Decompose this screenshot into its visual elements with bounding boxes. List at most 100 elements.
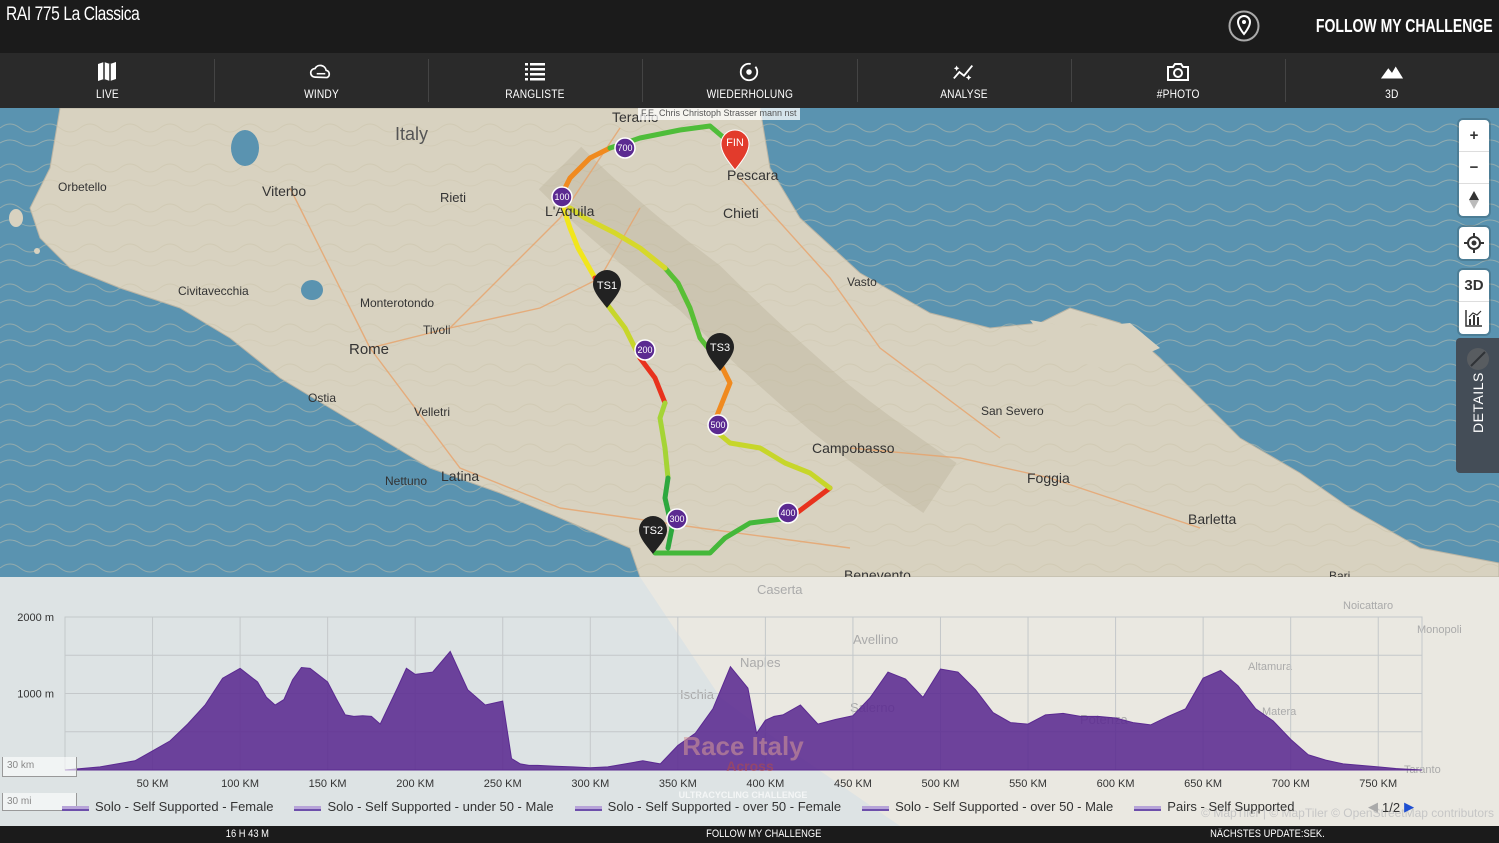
location-pin-icon [1228,10,1260,42]
x-axis: 50 KM 100 KM 150 KM 200 KM 250 KM 300 KM 350 K… [137,778,1398,790]
pager-label: 1/2 [1382,799,1401,815]
y-tick-label: 2000 m [17,612,54,624]
zoom-out-button[interactable]: − [1459,152,1489,184]
legend-swatch [62,806,89,811]
y-axis: 2000 m 1000 m [17,612,54,701]
place-label: San Severo [981,404,1044,418]
elevation-area[interactable] [64,650,1423,771]
legend-item[interactable]: Pairs - Self Supported [1134,799,1294,814]
zoom-in-button[interactable]: + [1459,120,1489,152]
place-label: Velletri [414,405,450,419]
km-marker-label: 200 [637,345,652,355]
km-marker-200[interactable]: 200 [634,339,656,361]
basemap[interactable]: Teramo Italy Pescara Orbetello Viterbo R… [0,108,1499,577]
nav-3d-label: 3D [1385,87,1399,101]
status-bar: 16 H 43 M FOLLOW MY CHALLENGE NÄCHSTES U… [0,826,1499,843]
ts3-pin[interactable]: TS3 [706,333,734,371]
nav-wiederholung[interactable]: WIEDERHOLUNG [642,53,856,108]
x-tick-label: 650 KM [1184,778,1222,790]
land-texture [0,108,1499,577]
nav-analyse[interactable]: ANALYSE [856,53,1071,108]
apennine-shade [538,146,957,513]
place-label: Rome [349,341,389,358]
brand-logo[interactable]: FOLLOW MY CHALLENGE [1228,10,1493,42]
road-network [289,127,1201,549]
watermark: Race Italy Across ULTRACYCLING CHALLENGE [679,731,808,800]
place-label: L'Aquila [545,203,595,219]
bg-place-label: Naples [740,655,781,670]
place-label: Latina [441,468,479,484]
nav-rangliste[interactable]: RANGLISTE [428,53,642,108]
nav-rangliste-label: RANGLISTE [505,87,566,101]
km-marker-label: 400 [780,508,795,518]
pager-next-icon[interactable]: ▶ [1404,799,1415,814]
place-label: Viterbo [262,183,306,199]
place-label: Foggia [1027,470,1070,486]
nav-photo[interactable]: #PHOTO [1070,53,1285,108]
legend-item[interactable]: Solo - Self Supported - Female [62,799,273,814]
km-marker-500[interactable]: 500 [707,414,729,436]
rider-labels: F.E. Chris Christoph Strasser mann nst [638,108,800,120]
watermark-line1: Race Italy [682,731,804,761]
km-marker-100[interactable]: 100 [551,186,573,208]
page-title: RAI 775 La Classica [6,4,140,25]
nav-windy[interactable]: WINDY [214,53,428,108]
legend-swatch [1134,806,1162,811]
details-panel-toggle[interactable]: DETAILS [1456,338,1499,473]
elapsed-time: 16 H 43 M [225,828,269,840]
pager-prev-icon[interactable]: ◀ [1368,799,1378,814]
elevation-chart[interactable]: CasertaAvellinoNaplesSalernoIschiaPotenz… [0,577,1499,826]
map-attribution: © MapTiler | © MapTiler © OpenStreetMap … [1201,806,1494,820]
legend-item[interactable]: Solo - Self Supported - over 50 - Female [574,799,841,814]
y-tick-label: 1000 m [17,689,54,701]
x-tick-label: 50 KM [137,778,169,790]
watermark-line3: ULTRACYCLING CHALLENGE [679,790,808,800]
compass-button[interactable] [1459,184,1489,216]
locate-control [1459,227,1489,259]
nav-live[interactable]: LIVE [0,53,214,108]
place-label: Campobasso [812,440,895,456]
bg-place-label: Monopoli [1417,624,1462,636]
bg-place-label: Matera [1262,706,1297,718]
bg-place-label: Noicattaro [1343,600,1393,612]
legend-item[interactable]: Solo - Self Supported - over 50 - Male [862,799,1113,814]
place-label: Benevento [844,567,911,577]
x-tick-label: 600 KM [1097,778,1135,790]
finish-label: FIN [726,137,744,149]
x-tick-label: 100 KM [221,778,259,790]
elevation-series [64,650,1423,771]
ts-label: TS1 [597,280,617,292]
place-label: Civitavecchia [178,284,249,298]
finish-pin[interactable]: FIN [720,129,750,171]
crosshair-icon [1464,233,1484,253]
x-tick-label: 250 KM [484,778,522,790]
route-map[interactable]: Teramo Italy Pescara Orbetello Viterbo R… [0,108,1499,577]
land-gargano [1030,320,1160,370]
legend-item[interactable]: Solo - Self Supported - under 50 - Male [294,799,554,814]
island [9,209,23,227]
details-label: DETAILS [1470,372,1486,433]
km-marker-300[interactable]: 300 [666,508,688,530]
x-tick-label: 550 KM [1009,778,1047,790]
bg-place-label: Altamura [1248,661,1293,673]
cloud-icon [310,64,331,79]
km-marker-400[interactable]: 400 [777,502,799,524]
place-label: Vasto [847,275,877,289]
chart-legend: Solo - Self Supported - Female Solo - Se… [62,799,1315,814]
3d-view-button[interactable]: 3D [1459,270,1489,302]
ts1-pin[interactable]: TS1 [593,270,621,308]
x-tick-label: 150 KM [309,778,347,790]
elevation-chart-button[interactable] [1459,302,1489,334]
map-icon [98,62,117,81]
x-tick-label: 450 KM [834,778,872,790]
legend-swatch [574,806,602,811]
place-labels: Teramo Italy Pescara Orbetello Viterbo R… [58,109,1350,577]
km-marker-700[interactable]: 700 [614,137,636,159]
x-tick-label: 300 KM [571,778,609,790]
ts2-pin[interactable]: TS2 [639,516,667,554]
locate-button[interactable] [1459,227,1489,259]
footer-brand: FOLLOW MY CHALLENGE [706,828,822,840]
legend-label: Pairs - Self Supported [1167,799,1295,814]
nav-3d[interactable]: 3D [1284,53,1499,108]
view-controls: 3D [1459,270,1489,334]
